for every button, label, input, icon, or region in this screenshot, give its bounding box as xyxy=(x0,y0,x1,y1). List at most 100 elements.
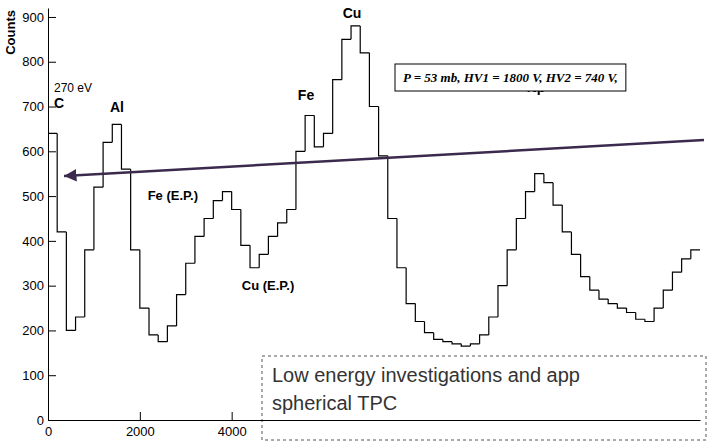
histogram-bin xyxy=(131,169,140,250)
peak-label: Cu (E.P.) xyxy=(242,278,295,293)
histogram-bin xyxy=(443,339,452,341)
caption-frame xyxy=(262,356,706,440)
y-tick-label: 700 xyxy=(22,99,44,114)
histogram-bin xyxy=(213,201,222,219)
histogram-bin xyxy=(608,299,617,303)
histogram-bin xyxy=(369,53,378,107)
histogram-bin xyxy=(498,286,507,317)
x-tick-mark xyxy=(232,412,233,420)
histogram-bin xyxy=(617,304,626,308)
y-tick: 100 xyxy=(22,368,56,383)
histogram-bin xyxy=(204,218,213,236)
y-tick-label: 900 xyxy=(22,10,44,25)
histogram-bin xyxy=(241,210,250,246)
histogram-bin xyxy=(296,151,305,209)
histogram-bin xyxy=(691,250,700,259)
caption-line: Low energy investigations and app xyxy=(272,364,580,386)
x-tick-label: 4000 xyxy=(218,424,247,439)
info-text: P = 53 mb, HV1 = 1800 V, HV2 = 740 V, xyxy=(403,70,618,85)
y-tick-label: 400 xyxy=(22,234,44,249)
histogram-bin xyxy=(94,187,103,250)
histogram-bin xyxy=(379,107,388,156)
histogram-bin xyxy=(195,236,204,263)
histogram-bin xyxy=(121,124,130,169)
y-axis-line xyxy=(48,9,49,421)
peak-label: 270 eV xyxy=(54,81,92,95)
histogram-bin xyxy=(599,290,608,299)
y-tick-label: 0 xyxy=(37,413,44,428)
histogram-bin xyxy=(250,245,259,267)
y-tick-mark xyxy=(48,196,56,197)
histogram-bin xyxy=(434,333,443,340)
y-tick-mark xyxy=(48,62,56,63)
histogram-bin xyxy=(470,344,479,346)
histogram-bin xyxy=(397,218,406,267)
histogram-bin xyxy=(388,156,397,219)
histogram-bin xyxy=(544,174,553,183)
histogram-bin xyxy=(489,317,498,335)
histogram-bin xyxy=(425,321,434,332)
histogram-bin xyxy=(682,259,691,272)
histogram-bin xyxy=(535,174,544,192)
y-axis: 0100200300400500600700800900 xyxy=(22,9,56,428)
histogram-bin xyxy=(177,295,186,326)
x-tick-label: 0 xyxy=(45,424,52,439)
histogram-bin xyxy=(259,254,268,267)
histogram-bin xyxy=(406,268,415,304)
histogram-bin xyxy=(167,326,176,342)
histogram-bin xyxy=(333,80,342,134)
histogram-bin xyxy=(663,290,672,308)
histogram-bin xyxy=(76,317,85,330)
y-tick: 600 xyxy=(22,144,56,159)
histogram-bin xyxy=(480,335,489,344)
y-tick: 700 xyxy=(22,99,56,114)
y-tick-mark xyxy=(48,151,56,152)
y-tick-mark xyxy=(48,375,56,376)
histogram-bin xyxy=(48,133,57,420)
histogram-bin xyxy=(526,192,535,219)
histogram-bin xyxy=(66,232,75,331)
y-tick-mark xyxy=(48,286,56,287)
histogram-bin xyxy=(627,308,636,312)
histogram-bin xyxy=(415,304,424,322)
peak-label: Cu xyxy=(343,5,362,21)
histogram-bin xyxy=(590,277,599,290)
histogram-bin xyxy=(581,254,590,276)
x-tick: 4000 xyxy=(218,412,247,439)
caption-line: spherical TPC xyxy=(272,392,397,414)
histogram-bin xyxy=(57,133,66,232)
peak-label: C xyxy=(54,95,64,111)
histogram-bin xyxy=(461,344,470,346)
histogram-bin xyxy=(672,272,681,290)
histogram-bin xyxy=(140,250,149,308)
histogram-bin xyxy=(553,183,562,205)
y-tick: 300 xyxy=(22,278,56,293)
peak-label: Fe (E.P.) xyxy=(148,188,198,203)
histogram-bin xyxy=(351,26,360,39)
pointer-arrow xyxy=(64,140,704,176)
histogram-bin xyxy=(103,142,112,187)
y-tick: 800 xyxy=(22,54,56,69)
histogram-bin xyxy=(149,308,158,335)
histogram-bin xyxy=(323,133,332,146)
histogram-bin xyxy=(278,223,287,236)
y-tick-mark xyxy=(48,330,56,331)
y-tick-mark xyxy=(48,241,56,242)
histogram-bin xyxy=(360,26,369,53)
y-tick-mark xyxy=(48,420,56,421)
x-tick-mark xyxy=(140,412,141,420)
y-tick: 400 xyxy=(22,234,56,249)
y-tick-label: 600 xyxy=(22,144,44,159)
y-tick-mark xyxy=(48,17,56,18)
histogram-bin xyxy=(186,263,195,294)
histogram-bin xyxy=(158,335,167,342)
histogram-bin xyxy=(85,250,94,317)
x-tick-label: 2000 xyxy=(126,424,155,439)
y-tick-label: 200 xyxy=(22,323,44,338)
y-tick-label: 100 xyxy=(22,368,44,383)
chart-svg: Low energy investigations and app spheric… xyxy=(0,0,712,446)
caption-box: Low energy investigations and app spheric… xyxy=(262,356,706,440)
x-axis: 0 2000 4000 xyxy=(45,412,701,439)
histogram-bin xyxy=(516,218,525,249)
peak-label: Al xyxy=(110,99,124,115)
